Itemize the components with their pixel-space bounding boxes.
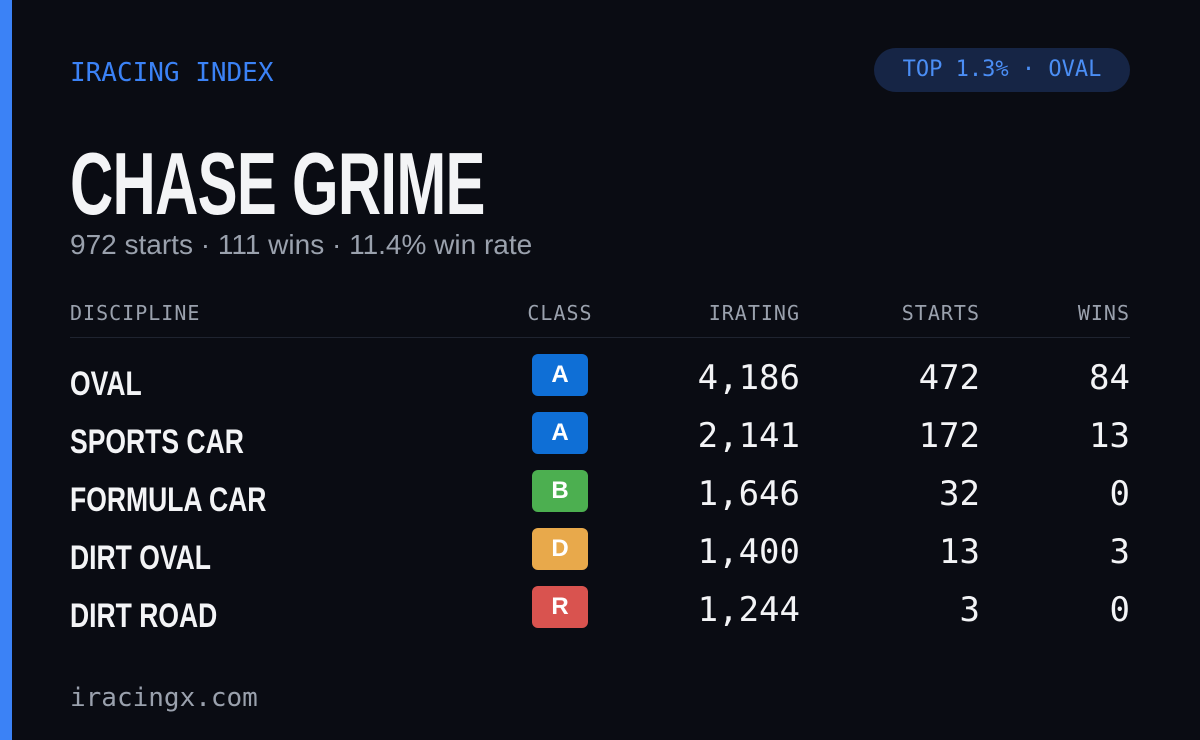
discipline: DIRT OVAL <box>70 539 211 577</box>
class-badge: R <box>532 586 588 628</box>
wins-value: 3 <box>1109 532 1130 572</box>
starts-value: 3 <box>959 590 980 630</box>
header-rule <box>70 337 1130 338</box>
column-header: STARTS <box>901 301 980 325</box>
irating-value: 1,244 <box>697 590 800 630</box>
starts-value: 32 <box>939 474 980 514</box>
discipline: DIRT ROAD <box>70 597 218 635</box>
class-badge: A <box>532 412 588 454</box>
irating-value: 2,141 <box>697 416 800 456</box>
driver-name: CHASE GRIME <box>70 134 485 233</box>
class-badge: B <box>532 470 588 512</box>
column-header: DISCIPLINE <box>70 301 201 325</box>
driver-summary: 972 starts · 111 wins · 11.4% win rate <box>70 229 533 260</box>
starts-value: 13 <box>939 532 980 572</box>
irating-value: 1,646 <box>697 474 800 514</box>
class-badge: D <box>532 528 588 570</box>
irating-value: 1,400 <box>697 532 800 572</box>
starts-value: 172 <box>918 416 980 456</box>
brand: IRACING INDEX <box>70 58 274 88</box>
irating-value: 4,186 <box>697 358 800 398</box>
starts-value: 472 <box>918 358 980 398</box>
rank-badge: TOP 1.3% · OVAL <box>874 48 1130 92</box>
discipline: OVAL <box>70 365 142 403</box>
discipline: FORMULA CAR <box>70 481 267 519</box>
column-header: CLASS <box>527 301 593 325</box>
column-header: IRATING <box>708 301 800 325</box>
wins-value: 13 <box>1089 416 1130 456</box>
wins-value: 0 <box>1109 474 1130 514</box>
accent-stripe <box>0 0 12 740</box>
column-header: WINS <box>1077 301 1130 325</box>
footer-site: iracingx.com <box>70 683 258 713</box>
class-badge: A <box>532 354 588 396</box>
discipline: SPORTS CAR <box>70 423 244 461</box>
wins-value: 0 <box>1109 590 1130 630</box>
wins-value: 84 <box>1089 358 1130 398</box>
